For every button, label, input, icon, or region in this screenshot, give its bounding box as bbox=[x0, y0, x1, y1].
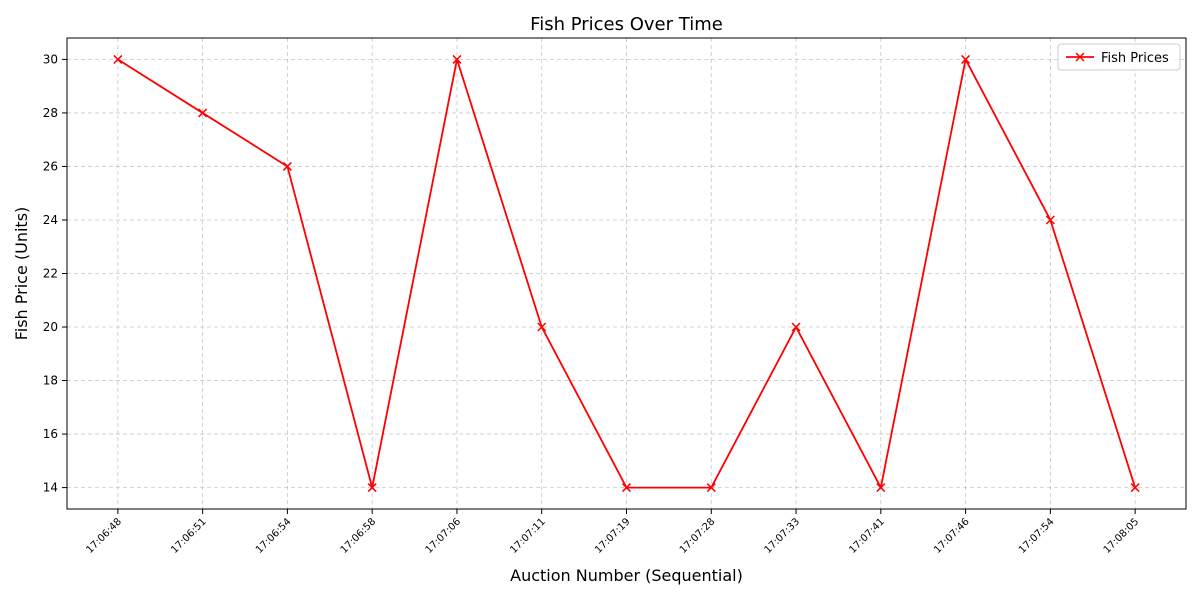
y-tick-label: 18 bbox=[43, 374, 58, 388]
data-point bbox=[198, 108, 208, 118]
y-tick-label: 24 bbox=[43, 213, 58, 227]
data-point bbox=[537, 322, 547, 332]
data-point bbox=[876, 483, 886, 493]
data-point bbox=[621, 483, 632, 493]
legend-label: Fish Prices bbox=[1101, 51, 1169, 66]
chart-title: Fish Prices Over Time bbox=[530, 14, 723, 35]
series-layer bbox=[113, 54, 1140, 493]
y-tick-label: 26 bbox=[43, 159, 58, 173]
grid bbox=[67, 38, 1186, 509]
y-tick-label: 22 bbox=[43, 267, 58, 281]
data-point bbox=[1130, 483, 1140, 493]
legend-marker bbox=[1075, 52, 1085, 62]
data-point bbox=[1045, 215, 1055, 225]
y-axis-label: Fish Price (Units) bbox=[12, 207, 31, 341]
y-tick-label: 14 bbox=[43, 481, 58, 495]
y-tick-label: 16 bbox=[43, 427, 58, 441]
data-point bbox=[282, 161, 292, 171]
data-point bbox=[367, 483, 377, 493]
data-point bbox=[961, 54, 971, 64]
legend-box bbox=[1057, 43, 1181, 71]
y-tick-label: 28 bbox=[43, 106, 58, 120]
data-point bbox=[452, 54, 462, 64]
data-point bbox=[706, 483, 716, 493]
legend: Fish Prices bbox=[1057, 43, 1181, 71]
y-tick-label: 30 bbox=[43, 52, 58, 66]
data-point bbox=[113, 54, 123, 64]
data-point bbox=[791, 322, 801, 332]
x-axis-label: Auction Number (Sequential) bbox=[510, 566, 743, 585]
y-tick-label: 20 bbox=[43, 320, 58, 334]
